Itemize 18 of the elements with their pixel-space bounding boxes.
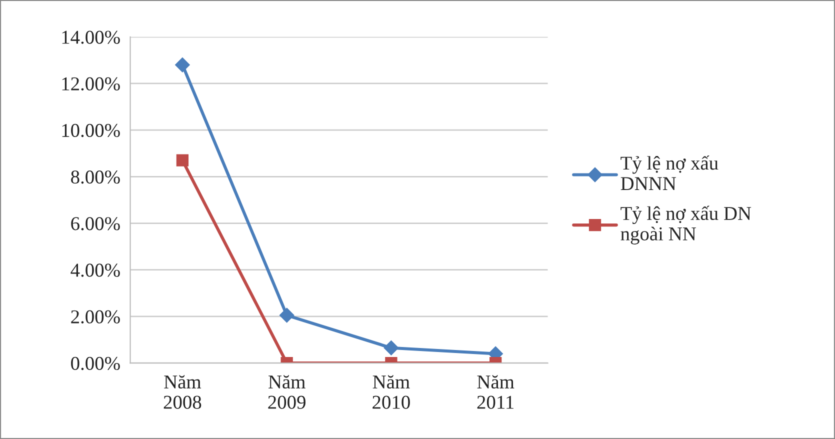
y-tick-label: 10.00% — [62, 124, 120, 138]
y-tick-label: 4.00% — [70, 264, 120, 277]
x-tick-label: Năm 2011 — [477, 375, 514, 409]
y-tick-label: 14.00% — [62, 30, 120, 44]
y-tick-label: 0.00% — [71, 356, 120, 370]
y-tick-label: 2.00% — [71, 310, 120, 324]
x-tick-label: Năm 2010 — [372, 375, 410, 409]
point — [176, 154, 189, 166]
point — [175, 57, 190, 72]
x-tick-label: Năm 2008 — [164, 375, 202, 409]
x-tick-label: Năm 2009 — [268, 375, 306, 409]
y-tick-label: 12.00% — [62, 77, 120, 90]
legend-label: Tỷ lệ nợ xấu DNNN — [620, 155, 718, 190]
point — [384, 340, 399, 356]
y-tick-label: 8.00% — [71, 170, 120, 184]
legend-label: Tỷ lệ nợ xấu DN ngoài NN — [620, 206, 752, 244]
point — [279, 308, 294, 323]
y-tick-label: 6.00% — [71, 217, 120, 230]
